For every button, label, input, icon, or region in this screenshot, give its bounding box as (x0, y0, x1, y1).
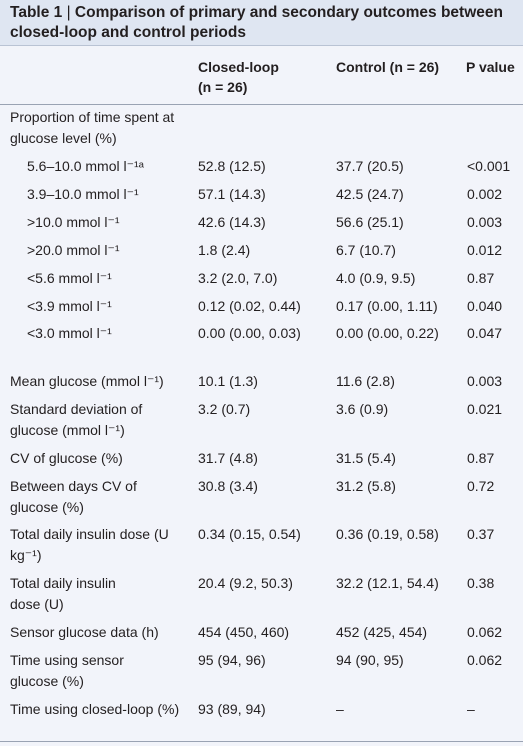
closed-loop-value: 95 (94, 96) (198, 652, 266, 668)
closed-loop-value: 10.1 (1.3) (198, 373, 258, 389)
p-value: 0.87 (467, 450, 495, 466)
control-value: 31.5 (5.4) (336, 450, 396, 466)
row-label: 5.6–10.0 mmol l⁻¹ᵃ (27, 158, 144, 174)
row-label: >20.0 mmol l⁻¹ (27, 242, 120, 258)
p-value: 0.72 (467, 478, 495, 494)
closed-loop-value: 0.12 (0.02, 0.44) (198, 298, 301, 314)
control-value: 37.7 (20.5) (336, 158, 404, 174)
closed-loop-value: 57.1 (14.3) (198, 186, 266, 202)
header-closed-loop-label: Closed-loop (198, 59, 279, 75)
column-header-row: Closed-loop (n = 26) Control (n = 26) P … (0, 46, 523, 105)
p-value: 0.012 (467, 242, 503, 258)
control-value: 6.7 (10.7) (336, 242, 396, 258)
control-value: 31.2 (5.8) (336, 478, 396, 494)
header-closed-loop: Closed-loop (n = 26) (198, 57, 279, 97)
p-value: 0.040 (467, 298, 503, 314)
row-label: >10.0 mmol l⁻¹ (27, 214, 120, 230)
section-label-proportion: Proportion of time spent at glucose leve… (10, 109, 175, 146)
row-label: Between days CV of glucose (%) (10, 478, 137, 515)
row-label: Time using sensor glucose (%) (10, 652, 124, 689)
p-value: 0.021 (467, 401, 503, 417)
closed-loop-value: 3.2 (0.7) (198, 401, 251, 417)
closed-loop-value: 1.8 (2.4) (198, 242, 251, 258)
control-value: 11.6 (2.8) (336, 373, 395, 389)
row-label: Total daily insulin dose (U kg⁻¹) (10, 526, 169, 563)
closed-loop-value: 52.8 (12.5) (198, 158, 266, 174)
control-value: 0.36 (0.19, 0.58) (336, 526, 439, 542)
p-value: 0.37 (467, 526, 495, 542)
control-value: 32.2 (12.1, 54.4) (336, 575, 439, 591)
closed-loop-value: 0.34 (0.15, 0.54) (198, 526, 301, 542)
row-label: Time using closed-loop (%) (10, 701, 180, 717)
control-value: 452 (425, 454) (336, 624, 428, 640)
p-value: 0.38 (467, 575, 495, 591)
p-value: 0.003 (467, 373, 503, 389)
p-value: 0.062 (467, 624, 503, 640)
control-value: 0.17 (0.00, 1.11) (336, 298, 438, 314)
row-label: <3.0 mmol l⁻¹ (27, 325, 112, 341)
header-closed-loop-n: (n = 26) (198, 79, 248, 95)
row-label: 3.9–10.0 mmol l⁻¹ (27, 186, 139, 202)
row-label: Mean glucose (mmol l⁻¹) (10, 373, 164, 389)
closed-loop-value: 42.6 (14.3) (198, 214, 266, 230)
closed-loop-value: 20.4 (9.2, 50.3) (198, 575, 293, 591)
table-title: Table 1 | Comparison of primary and seco… (10, 3, 515, 43)
row-label: <3.9 mmol l⁻¹ (27, 298, 112, 314)
title-bar: Table 1 | Comparison of primary and seco… (0, 0, 523, 46)
p-value: <0.001 (467, 158, 511, 174)
header-control: Control (n = 26) (336, 59, 440, 75)
p-value: – (467, 701, 475, 717)
row-label: Sensor glucose data (h) (10, 624, 159, 640)
closed-loop-value: 31.7 (4.8) (198, 450, 258, 466)
control-value: 4.0 (0.9, 9.5) (336, 270, 416, 286)
header-p-value: P value (466, 59, 515, 75)
p-value: 0.062 (467, 652, 503, 668)
row-label: CV of glucose (%) (10, 450, 123, 466)
p-value: 0.047 (467, 325, 503, 341)
table-caption: Comparison of primary and secondary outc… (10, 4, 503, 41)
row-label: Total daily insulin dose (U) (10, 575, 116, 612)
row-label: Standard deviation of glucose (mmol l⁻¹) (10, 401, 143, 438)
closed-loop-value: 30.8 (3.4) (198, 478, 258, 494)
bottom-rule (0, 741, 523, 742)
p-value: 0.003 (467, 214, 503, 230)
closed-loop-value: 93 (89, 94) (198, 701, 266, 717)
control-value: – (336, 701, 344, 717)
closed-loop-value: 3.2 (2.0, 7.0) (198, 270, 278, 286)
table-label: Table 1 (10, 4, 63, 21)
control-value: 94 (90, 95) (336, 652, 404, 668)
closed-loop-value: 0.00 (0.00, 0.03) (198, 325, 301, 341)
title-separator: | (62, 4, 75, 21)
p-value: 0.87 (467, 270, 495, 286)
control-value: 56.6 (25.1) (336, 214, 404, 230)
control-value: 3.6 (0.9) (336, 401, 389, 417)
control-value: 0.00 (0.00, 0.22) (336, 325, 439, 341)
control-value: 42.5 (24.7) (336, 186, 404, 202)
row-label: <5.6 mmol l⁻¹ (27, 270, 112, 286)
closed-loop-value: 454 (450, 460) (198, 624, 290, 640)
p-value: 0.002 (467, 186, 503, 202)
